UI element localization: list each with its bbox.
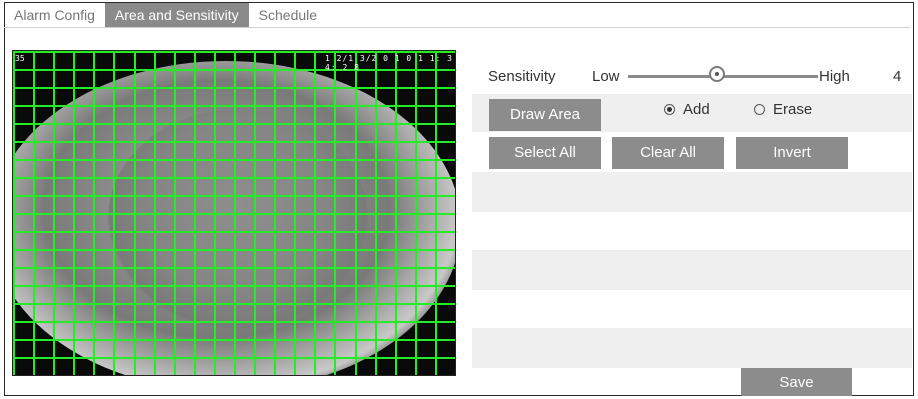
video-preview[interactable]: 35 1 2/1 3/2 0 1 0 1 1: 3 4: 2 8 <box>12 50 456 376</box>
tab-schedule[interactable]: Schedule <box>258 7 318 23</box>
motion-grid[interactable] <box>13 51 456 376</box>
empty-band-3 <box>472 328 912 368</box>
tab-bar: Alarm Config Area and Sensitivity Schedu… <box>4 3 327 27</box>
invert-button[interactable]: Invert <box>736 137 848 169</box>
sensitivity-row: Sensitivity Low High 4 <box>488 66 908 88</box>
osd-channel: 35 <box>15 54 25 63</box>
draw-area-button[interactable]: Draw Area <box>489 99 601 131</box>
empty-band-1 <box>472 172 912 212</box>
tab-alarm-config[interactable]: Alarm Config <box>14 7 95 23</box>
sensitivity-slider-handle[interactable] <box>709 66 726 82</box>
radio-selected-icon <box>664 104 675 115</box>
sensitivity-low-label: Low <box>592 68 620 85</box>
mode-erase-label: Erase <box>773 101 813 118</box>
sensitivity-value: 4 <box>893 68 902 85</box>
osd-timestamp: 1 2/1 3/2 0 1 0 1 1: 3 4: 2 8 <box>325 54 453 72</box>
clear-all-button[interactable]: Clear All <box>612 137 724 169</box>
tab-area-and-sensitivity[interactable]: Area and Sensitivity <box>104 3 249 27</box>
mode-add-radio[interactable]: Add <box>664 101 710 118</box>
mode-erase-radio[interactable]: Erase <box>754 101 812 118</box>
save-button[interactable]: Save <box>741 368 852 396</box>
sensitivity-high-label: High <box>819 68 850 85</box>
sensitivity-label: Sensitivity <box>488 68 556 85</box>
select-all-button[interactable]: Select All <box>489 137 601 169</box>
radio-unselected-icon <box>754 104 765 115</box>
fisheye-floor <box>108 109 368 329</box>
tab-divider <box>4 27 910 28</box>
empty-band-2 <box>472 250 912 290</box>
mode-add-label: Add <box>683 101 710 118</box>
